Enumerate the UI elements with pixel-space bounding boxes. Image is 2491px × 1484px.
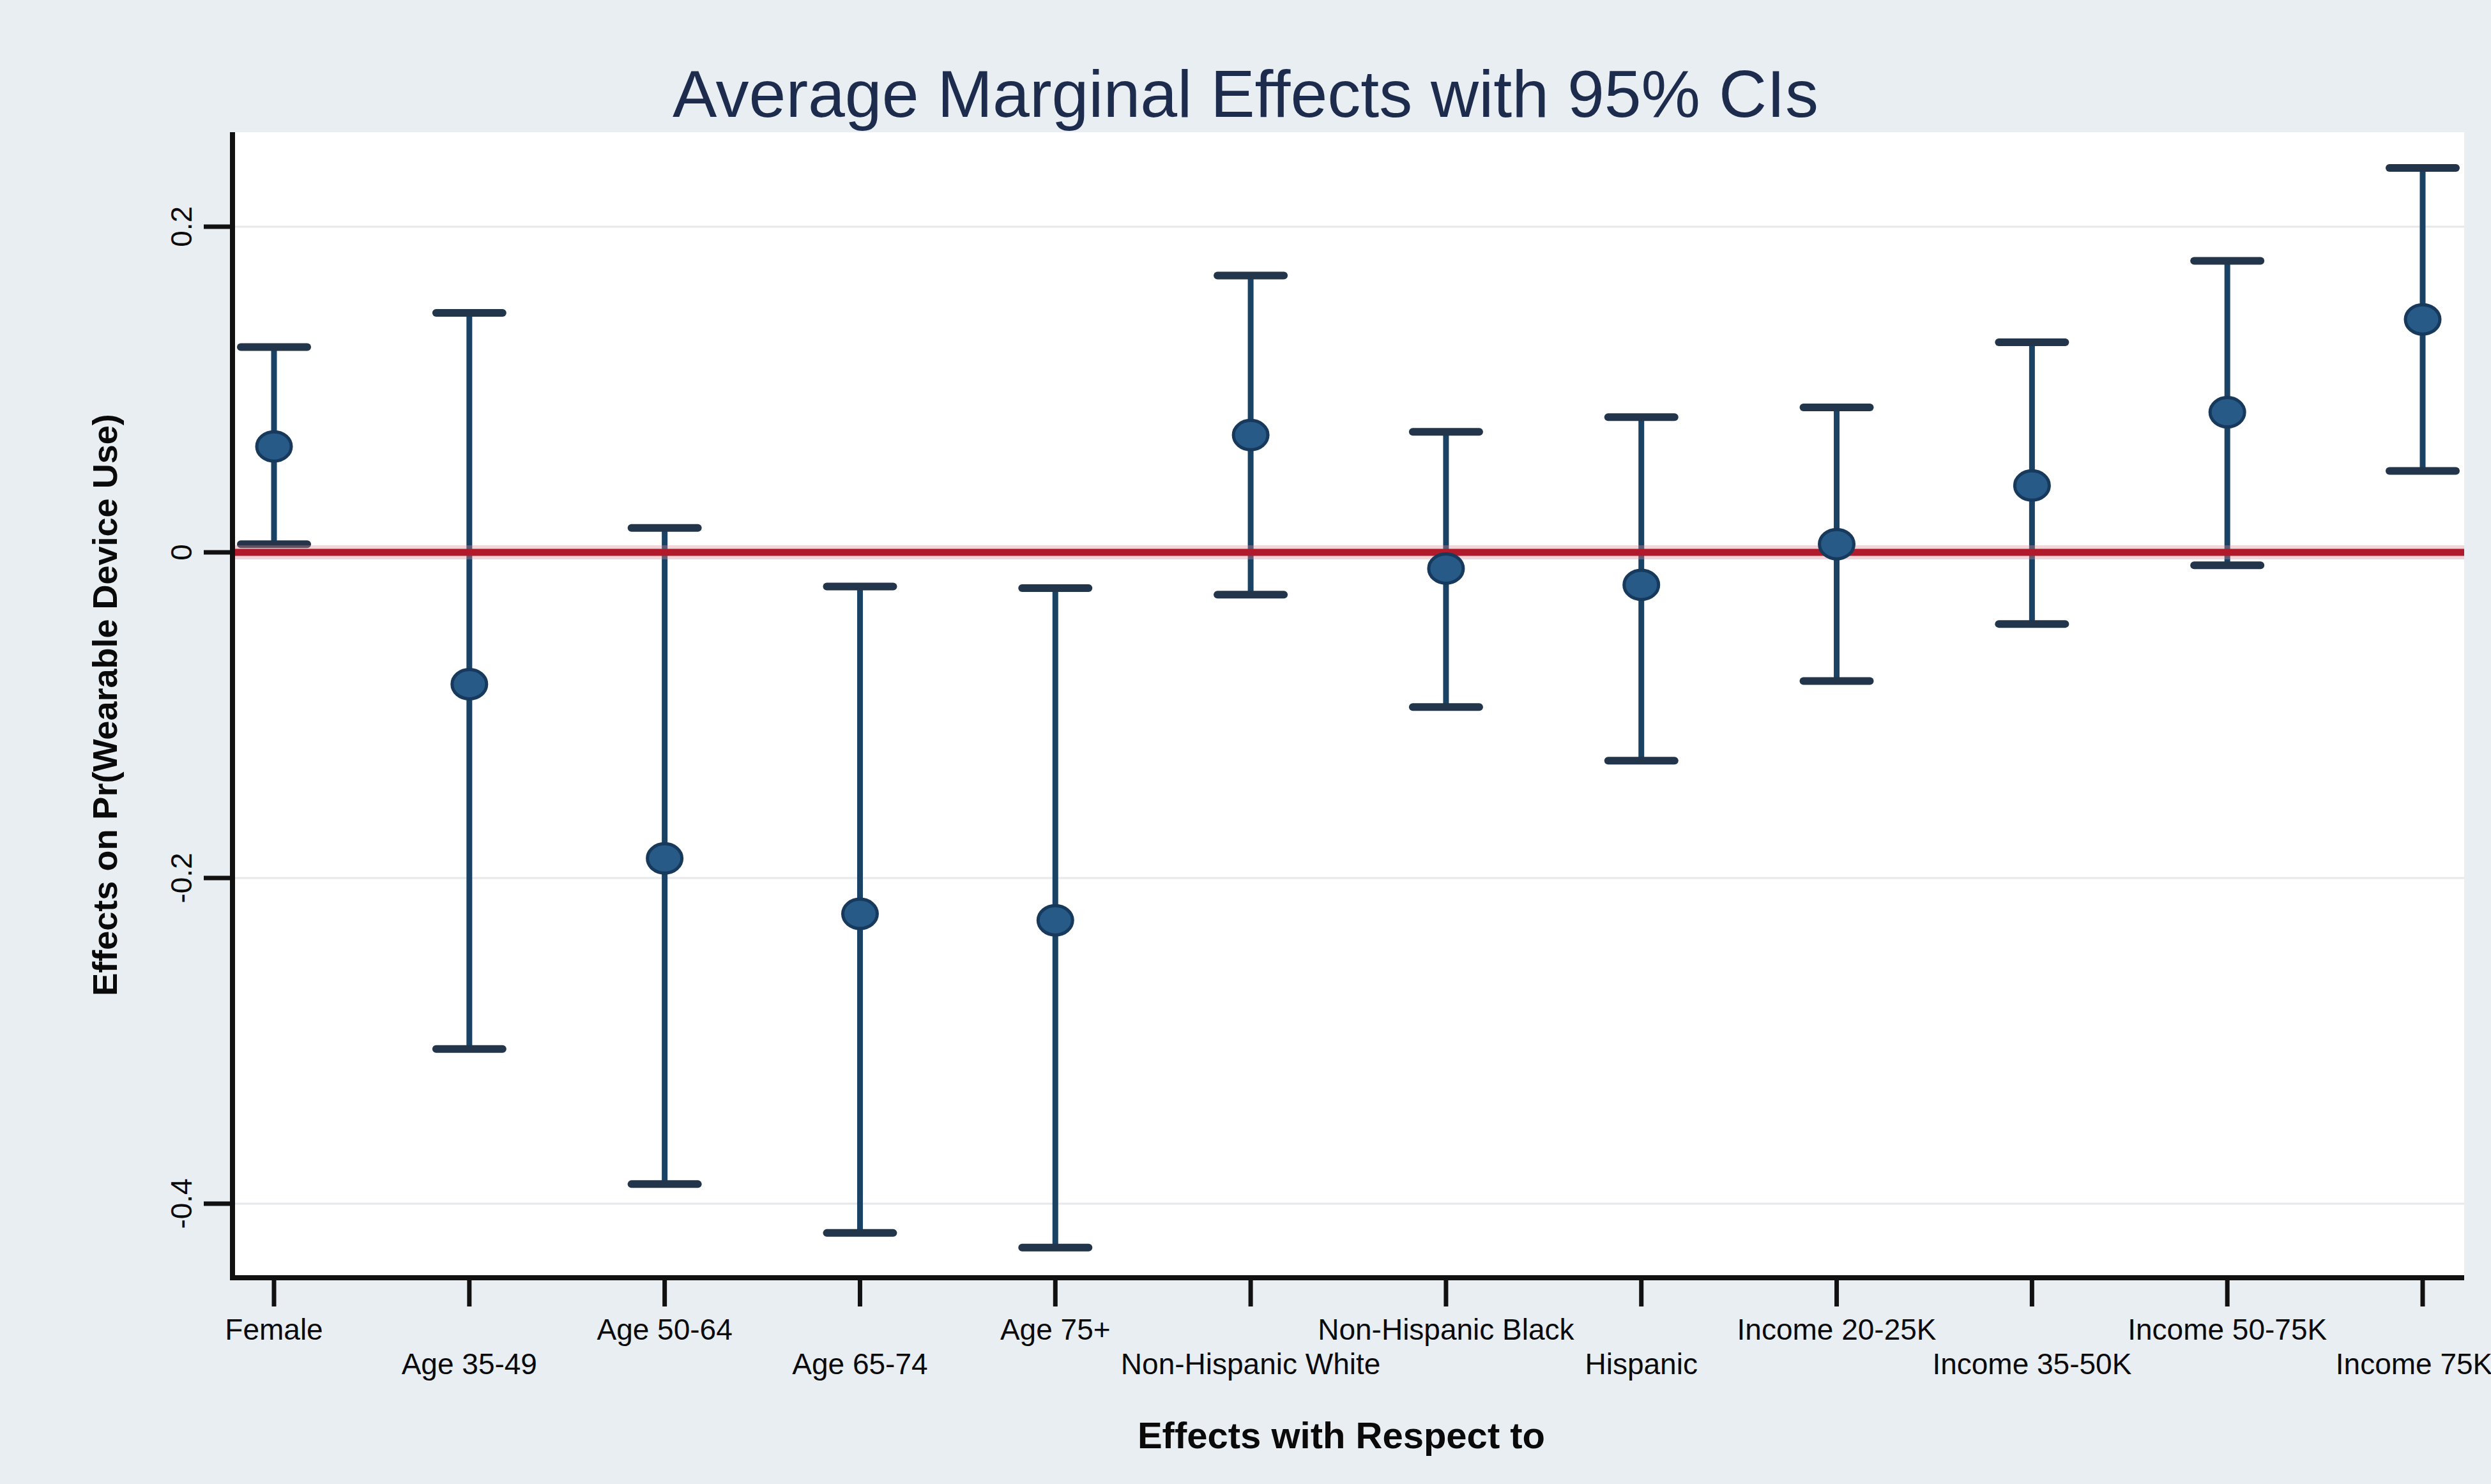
- point-estimate-marker: [2210, 398, 2244, 427]
- point-estimate-marker: [842, 899, 877, 928]
- x-category-label: Age 50-64: [597, 1313, 732, 1346]
- chart-title: Average Marginal Effects with 95% CIs: [673, 57, 1818, 131]
- point-estimate-marker: [2405, 305, 2440, 334]
- point-estimate-marker: [1429, 554, 1463, 583]
- point-estimate-marker: [1624, 570, 1659, 600]
- x-category-label: Income 75K+: [2336, 1347, 2491, 1381]
- point-estimate-marker: [2015, 471, 2049, 500]
- x-category-label: Non-Hispanic White: [1121, 1347, 1380, 1381]
- point-estimate-marker: [1038, 905, 1072, 935]
- x-category-label: Age 75+: [1000, 1313, 1111, 1346]
- x-category-label: Age 65-74: [792, 1347, 927, 1381]
- figure: 0.2 0 -0.2 -0.4 Female Age 35-49 Age 50-64 Age…: [0, 0, 2491, 1484]
- x-category-label: Hispanic: [1585, 1347, 1698, 1381]
- x-category-label: Income 35-50K: [1932, 1347, 2131, 1381]
- x-category-label: Income 20-25K: [1737, 1313, 1937, 1346]
- plot-area: [232, 132, 2464, 1278]
- y-tick-label: 0.2: [165, 206, 198, 247]
- point-estimate-marker: [257, 432, 291, 461]
- y-tick-label: 0: [165, 544, 198, 561]
- x-axis-title: Effects with Respect to: [1138, 1414, 1545, 1456]
- x-category-label: Income 50-75K: [2128, 1313, 2327, 1346]
- point-estimate-marker: [452, 669, 487, 699]
- x-category-label: Age 35-49: [402, 1347, 537, 1381]
- x-category-label: Female: [225, 1313, 323, 1346]
- y-tick-label: -0.4: [165, 1178, 198, 1229]
- point-estimate-marker: [1820, 529, 1854, 559]
- ame-coefficient-chart: 0.2 0 -0.2 -0.4 Female Age 35-49 Age 50-64 Age…: [0, 0, 2491, 1484]
- y-tick-label: -0.2: [165, 852, 198, 903]
- point-estimate-marker: [1233, 420, 1268, 450]
- point-estimate-marker: [648, 844, 682, 873]
- x-category-label: Non-Hispanic Black: [1318, 1313, 1574, 1346]
- y-axis-title: Effects on Pr(Wearable Device Use): [86, 414, 124, 996]
